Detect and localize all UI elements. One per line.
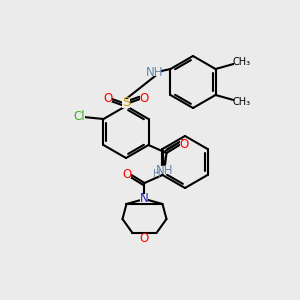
- Text: O: O: [123, 167, 132, 181]
- Text: Cl: Cl: [74, 110, 85, 122]
- Text: NH: NH: [156, 164, 173, 176]
- FancyBboxPatch shape: [140, 94, 148, 102]
- Text: O: O: [103, 92, 112, 104]
- FancyBboxPatch shape: [233, 98, 250, 106]
- FancyBboxPatch shape: [233, 58, 250, 65]
- FancyBboxPatch shape: [104, 94, 112, 102]
- FancyBboxPatch shape: [124, 170, 131, 178]
- Text: N: N: [140, 191, 149, 205]
- FancyBboxPatch shape: [74, 112, 86, 120]
- FancyBboxPatch shape: [158, 166, 172, 174]
- Text: H: H: [153, 169, 160, 179]
- Text: CH₃: CH₃: [232, 97, 250, 107]
- Text: S: S: [122, 97, 130, 110]
- Text: O: O: [140, 92, 148, 104]
- Text: O: O: [179, 137, 188, 151]
- FancyBboxPatch shape: [140, 234, 148, 242]
- FancyBboxPatch shape: [148, 68, 161, 76]
- Text: O: O: [140, 232, 149, 244]
- FancyBboxPatch shape: [122, 98, 130, 107]
- FancyBboxPatch shape: [179, 140, 188, 148]
- Text: NH: NH: [146, 65, 163, 79]
- Text: CH₃: CH₃: [232, 57, 250, 67]
- FancyBboxPatch shape: [140, 194, 148, 202]
